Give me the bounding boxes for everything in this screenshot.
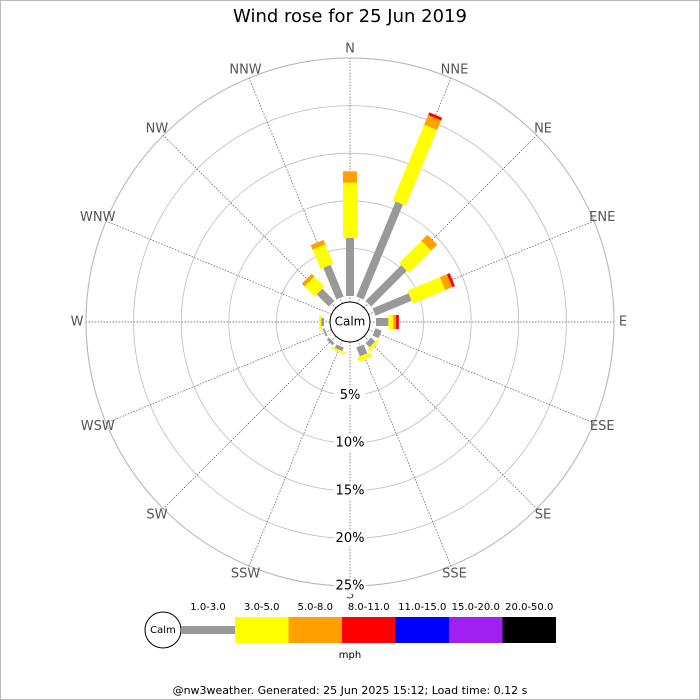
legend-label: 3.0-5.0 (244, 602, 279, 613)
segment (428, 112, 443, 121)
direction-label: SE (535, 508, 551, 523)
direction-label: W (71, 315, 84, 330)
segment (392, 124, 438, 206)
tick-label-bg (334, 387, 366, 404)
tick-label-bg (334, 578, 366, 594)
direction-label: SSE (442, 567, 467, 582)
r-tick-label: 25% (336, 579, 365, 594)
segment (365, 337, 376, 348)
direction-label: NNE (441, 62, 469, 77)
legend-swatch (449, 617, 503, 643)
legend-swatch (395, 617, 449, 643)
segment (334, 344, 344, 352)
segment (356, 344, 368, 357)
segment (331, 346, 346, 354)
legend-label: 20.0-50.0 (505, 602, 553, 613)
direction-label: ENE (589, 210, 615, 225)
direction-label: WSW (81, 419, 115, 434)
chart-title: Wind rose for 25 Jun 2019 (233, 6, 467, 27)
r-tick-label: 15% (336, 483, 365, 498)
direction-label: NW (146, 121, 169, 136)
segment (446, 273, 455, 288)
legend-label: 1.0-3.0 (190, 602, 225, 613)
legend-swatch (288, 617, 342, 643)
segment (407, 277, 446, 304)
direction-label: NNW (229, 62, 261, 77)
r-tick-label: 5% (340, 388, 361, 403)
segment (421, 234, 438, 251)
r-tick-label: 10% (336, 436, 365, 451)
segment (372, 293, 412, 316)
segment (439, 274, 453, 291)
legend-label: 5.0-8.0 (298, 602, 333, 613)
segment (304, 276, 325, 297)
direction-label: SSW (231, 567, 261, 582)
segment (322, 328, 328, 337)
segment (323, 264, 344, 300)
segment (316, 288, 335, 307)
direction-label: N (345, 42, 355, 57)
r-tick-label: 20% (336, 531, 365, 546)
unit-label: mph (339, 650, 361, 661)
segment (424, 114, 442, 131)
calm-label: Calm (335, 315, 366, 329)
direction-label: WNW (80, 210, 116, 225)
segment (301, 273, 315, 287)
direction-label: NE (534, 121, 552, 136)
segment (312, 244, 334, 269)
legend-calm-label: Calm (150, 625, 176, 636)
legend-swatch (342, 617, 396, 643)
segment (357, 352, 372, 362)
footer: @nw3weather. Generated: 25 Jun 2025 15:1… (173, 684, 528, 697)
legend-swatch (235, 617, 289, 643)
segment (399, 240, 432, 273)
segment (326, 337, 335, 346)
segment (365, 265, 407, 307)
tick-label-bg (334, 482, 366, 499)
segment (310, 239, 326, 250)
segment (372, 328, 382, 339)
legend-swatch (181, 626, 235, 634)
calm-circle (329, 301, 371, 343)
direction-label: S (346, 588, 354, 603)
legend-label: 15.0-20.0 (452, 602, 500, 613)
direction-label: E (619, 315, 627, 330)
direction-label: ESE (590, 419, 615, 434)
legend-label: 8.0-11.0 (348, 602, 390, 613)
legend-swatch (502, 617, 556, 643)
direction-label: SW (146, 508, 167, 523)
segment (367, 339, 380, 352)
legend-label: 11.0-15.0 (398, 602, 446, 613)
segment (356, 201, 403, 300)
tick-label-bg (334, 530, 366, 547)
tick-label-bg (334, 435, 366, 452)
